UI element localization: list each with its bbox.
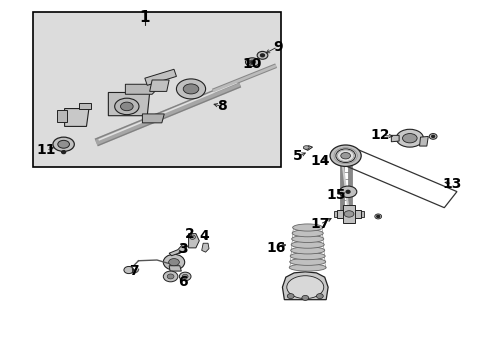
Circle shape <box>376 215 379 217</box>
Ellipse shape <box>288 264 325 271</box>
Ellipse shape <box>290 241 324 248</box>
Ellipse shape <box>287 294 293 298</box>
Polygon shape <box>419 136 427 146</box>
Text: 8: 8 <box>216 99 226 113</box>
Text: 15: 15 <box>325 188 345 202</box>
Ellipse shape <box>179 272 191 281</box>
Ellipse shape <box>339 186 356 198</box>
Polygon shape <box>334 211 338 217</box>
Circle shape <box>250 61 253 63</box>
Polygon shape <box>282 272 327 300</box>
Polygon shape <box>201 243 208 252</box>
Ellipse shape <box>257 51 267 59</box>
Text: 11: 11 <box>36 143 56 157</box>
Text: 7: 7 <box>129 265 139 278</box>
Ellipse shape <box>395 129 423 147</box>
Ellipse shape <box>344 211 353 217</box>
Ellipse shape <box>248 60 255 64</box>
Ellipse shape <box>289 252 325 260</box>
Polygon shape <box>343 205 354 223</box>
Ellipse shape <box>123 266 133 274</box>
Ellipse shape <box>58 140 69 148</box>
Circle shape <box>260 54 264 57</box>
Ellipse shape <box>189 235 195 239</box>
Circle shape <box>431 135 434 138</box>
Ellipse shape <box>289 258 325 265</box>
Ellipse shape <box>291 230 323 237</box>
Polygon shape <box>149 80 169 91</box>
Ellipse shape <box>291 235 323 243</box>
Polygon shape <box>185 81 201 88</box>
Text: 10: 10 <box>242 57 262 71</box>
Ellipse shape <box>168 258 179 266</box>
Ellipse shape <box>316 294 323 298</box>
Ellipse shape <box>115 98 139 114</box>
Text: 9: 9 <box>272 40 282 54</box>
Ellipse shape <box>120 102 133 111</box>
Ellipse shape <box>176 79 205 99</box>
Polygon shape <box>359 211 363 217</box>
Text: 12: 12 <box>370 129 389 142</box>
Bar <box>33 12 281 167</box>
Ellipse shape <box>290 247 324 254</box>
Ellipse shape <box>374 214 381 219</box>
Polygon shape <box>57 111 67 122</box>
Text: 3: 3 <box>178 242 187 256</box>
Ellipse shape <box>183 84 199 94</box>
Polygon shape <box>64 109 89 126</box>
Polygon shape <box>390 135 398 142</box>
Text: 17: 17 <box>309 217 329 231</box>
Text: 14: 14 <box>310 154 329 168</box>
Ellipse shape <box>163 271 178 282</box>
Ellipse shape <box>329 145 361 166</box>
Ellipse shape <box>402 134 416 143</box>
Circle shape <box>61 151 65 154</box>
Text: 6: 6 <box>178 275 187 289</box>
Ellipse shape <box>286 276 323 298</box>
Text: 1: 1 <box>139 10 150 25</box>
Polygon shape <box>142 114 164 123</box>
Polygon shape <box>125 84 162 94</box>
Ellipse shape <box>292 224 322 231</box>
Polygon shape <box>169 244 187 256</box>
Polygon shape <box>181 88 205 94</box>
Ellipse shape <box>428 134 436 139</box>
Text: 2: 2 <box>185 226 195 240</box>
Polygon shape <box>169 266 181 271</box>
Ellipse shape <box>303 146 308 149</box>
Ellipse shape <box>163 254 184 270</box>
Polygon shape <box>336 210 361 218</box>
Ellipse shape <box>301 296 308 300</box>
Text: 4: 4 <box>199 229 209 243</box>
Polygon shape <box>303 146 312 150</box>
Polygon shape <box>79 103 91 109</box>
Polygon shape <box>188 234 199 248</box>
Ellipse shape <box>335 149 355 162</box>
Ellipse shape <box>340 153 350 159</box>
Text: 5: 5 <box>292 149 302 163</box>
Ellipse shape <box>245 58 259 66</box>
Ellipse shape <box>167 274 174 279</box>
Text: 13: 13 <box>442 176 461 190</box>
Polygon shape <box>108 93 149 116</box>
Circle shape <box>346 190 349 193</box>
Polygon shape <box>144 69 176 85</box>
Ellipse shape <box>53 137 74 152</box>
Ellipse shape <box>182 274 188 279</box>
Text: 16: 16 <box>266 240 285 255</box>
